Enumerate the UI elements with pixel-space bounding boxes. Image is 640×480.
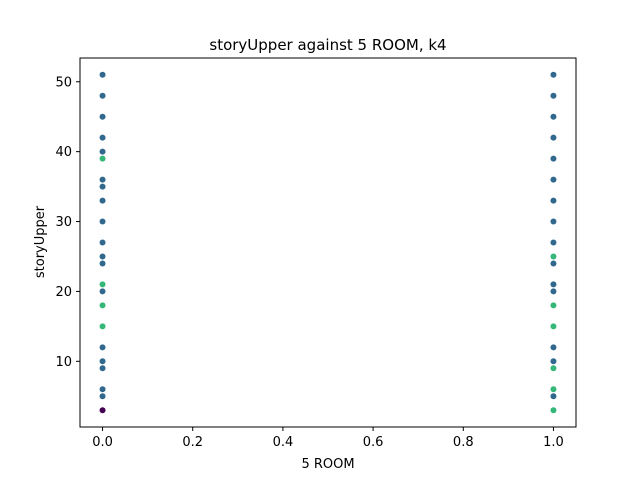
scatter-point — [99, 134, 106, 141]
scatter-point — [550, 113, 557, 120]
scatter-point — [550, 393, 557, 400]
scatter-point — [99, 365, 106, 372]
scatter-point — [99, 288, 106, 295]
x-tick-label: 0.6 — [363, 435, 384, 450]
scatter-point — [550, 239, 557, 246]
scatter-point — [99, 260, 106, 267]
scatter-point — [99, 358, 106, 365]
scatter-point — [99, 281, 106, 288]
points-layer — [99, 71, 557, 414]
x-tick-label: 0.2 — [182, 435, 203, 450]
scatter-point — [99, 302, 106, 309]
scatter-point — [99, 407, 106, 414]
x-axis-ticks: 0.0 0.2 0.4 0.6 0.8 1.0 — [92, 427, 564, 450]
scatter-point — [550, 344, 557, 351]
scatter-point — [99, 344, 106, 351]
scatter-point — [99, 218, 106, 225]
scatter-point — [550, 253, 557, 260]
scatter-point — [550, 281, 557, 288]
scatter-point — [550, 218, 557, 225]
scatter-point — [550, 92, 557, 99]
plot-frame — [79, 57, 577, 428]
scatter-point — [99, 253, 106, 260]
scatter-point — [550, 386, 557, 393]
scatter-point — [99, 239, 106, 246]
x-tick-label: 0.8 — [453, 435, 474, 450]
x-tick-label: 0.0 — [92, 435, 113, 450]
scatter-point — [99, 92, 106, 99]
y-axis-label: storyUpper — [33, 205, 48, 278]
scatter-point — [550, 365, 557, 372]
scatter-point — [550, 260, 557, 267]
y-axis-ticks: 10 20 30 40 50 — [55, 75, 80, 370]
scatter-point — [99, 393, 106, 400]
scatter-point — [550, 71, 557, 78]
scatter-point — [550, 134, 557, 141]
scatter-point — [550, 358, 557, 365]
scatter-point — [99, 197, 106, 204]
y-tick-label: 20 — [55, 285, 72, 300]
scatter-point — [99, 148, 106, 155]
scatter-point — [550, 323, 557, 330]
y-tick-label: 30 — [55, 215, 72, 230]
scatter-point — [99, 176, 106, 183]
scatter-point — [99, 113, 106, 120]
scatter-point — [550, 197, 557, 204]
scatter-point — [550, 155, 557, 162]
chart-title: storyUpper against 5 ROOM, k4 — [209, 36, 446, 54]
scatter-point — [99, 323, 106, 330]
scatter-point — [99, 155, 106, 162]
scatter-point — [550, 288, 557, 295]
scatter-point — [99, 183, 106, 190]
x-axis-label: 5 ROOM — [301, 457, 354, 472]
y-tick-label: 10 — [55, 355, 72, 370]
y-tick-label: 40 — [55, 145, 72, 160]
scatter-point — [550, 407, 557, 414]
scatter-point — [99, 386, 106, 393]
scatter-point — [550, 176, 557, 183]
x-tick-label: 1.0 — [543, 435, 564, 450]
x-tick-label: 0.4 — [273, 435, 294, 450]
scatter-point — [99, 71, 106, 78]
y-tick-label: 50 — [55, 75, 72, 90]
scatter-point — [550, 302, 557, 309]
